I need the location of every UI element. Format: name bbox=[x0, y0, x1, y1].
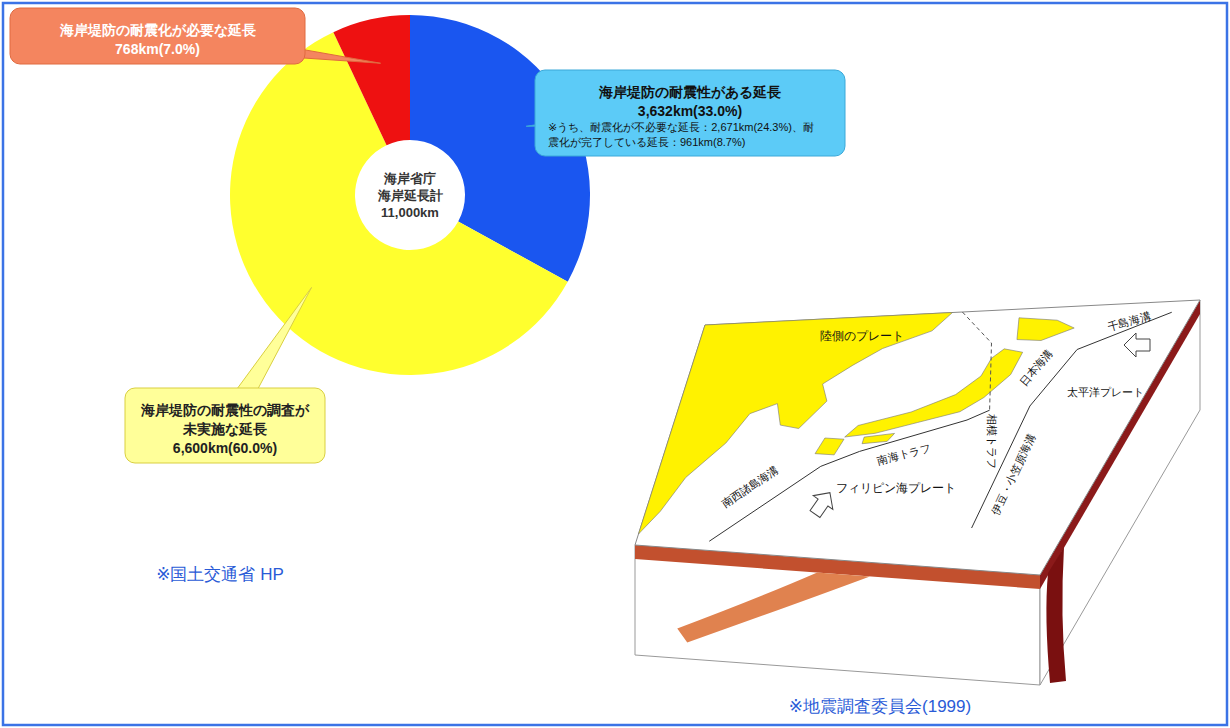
svg-text:海岸堤防の耐震化が必要な延長: 海岸堤防の耐震化が必要な延長 bbox=[59, 22, 256, 38]
svg-text:未実施な延長: 未実施な延長 bbox=[182, 421, 267, 437]
svg-text:フィリピン海プレート: フィリピン海プレート bbox=[836, 481, 956, 495]
svg-text:千島海溝: 千島海溝 bbox=[1106, 310, 1152, 333]
svg-text:768km(7.0%): 768km(7.0%) bbox=[115, 41, 200, 57]
svg-text:南海トラフ: 南海トラフ bbox=[876, 441, 932, 467]
svg-text:6,600km(60.0%): 6,600km(60.0%) bbox=[173, 440, 277, 456]
svg-text:震化が完了している延長：961km(8.7%): 震化が完了している延長：961km(8.7%) bbox=[548, 136, 745, 148]
svg-text:※地震調査委員会(1999): ※地震調査委員会(1999) bbox=[789, 697, 971, 716]
svg-text:3,632km(33.0%): 3,632km(33.0%) bbox=[638, 103, 742, 119]
svg-text:陸側のプレート: 陸側のプレート bbox=[820, 329, 904, 343]
svg-text:海岸省庁: 海岸省庁 bbox=[383, 171, 436, 186]
svg-text:海岸延長計: 海岸延長計 bbox=[377, 188, 443, 203]
svg-text:※うち、耐震化が不必要な延長：2,671km(24.3%)、: ※うち、耐震化が不必要な延長：2,671km(24.3%)、耐 bbox=[548, 121, 814, 134]
svg-text:※国土交通省 HP: ※国土交通省 HP bbox=[156, 565, 284, 584]
svg-text:日本海溝: 日本海溝 bbox=[1017, 347, 1054, 388]
svg-text:海岸堤防の耐震性がある延長: 海岸堤防の耐震性がある延長 bbox=[598, 84, 781, 100]
svg-text:南西諸島海溝: 南西諸島海溝 bbox=[719, 463, 780, 510]
svg-text:伊豆・小笠原海溝: 伊豆・小笠原海溝 bbox=[989, 431, 1038, 517]
svg-text:太平洋プレート: 太平洋プレート bbox=[1067, 386, 1144, 398]
svg-text:海岸堤防の耐震性の調査が: 海岸堤防の耐震性の調査が bbox=[140, 402, 310, 418]
svg-text:11,000km: 11,000km bbox=[381, 205, 439, 220]
svg-text:相模トラフ: 相模トラフ bbox=[986, 414, 998, 469]
